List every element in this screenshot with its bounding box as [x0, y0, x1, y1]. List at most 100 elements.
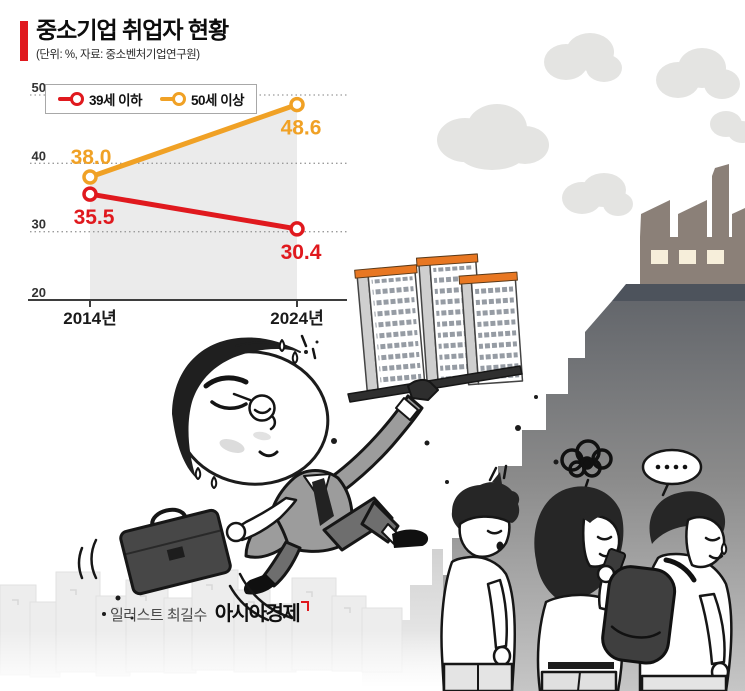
- y-tick-label: 40: [32, 148, 46, 163]
- hand-on-tray: [407, 378, 439, 401]
- data-point-marker: [82, 186, 98, 202]
- x-tick-label: 2014년: [63, 309, 116, 328]
- skyline-window-marks: [12, 584, 351, 613]
- cheek-shade: [219, 439, 245, 453]
- speech-bubble-tail: [661, 482, 670, 497]
- hand: [492, 645, 512, 667]
- data-point-marker: [82, 169, 98, 185]
- sweat-drop: [720, 542, 728, 555]
- closed-eye: [486, 529, 503, 535]
- stair-platform: [612, 284, 745, 301]
- legend-line-swatch: [58, 96, 75, 102]
- closed-eye: [704, 536, 721, 542]
- legend-marker-circle: [172, 92, 187, 106]
- cloud: [710, 111, 745, 143]
- hair-spike: [492, 472, 502, 484]
- stress-marks: [488, 464, 508, 482]
- motion-swoosh: [228, 572, 294, 622]
- legend-marker-circle: [70, 92, 84, 106]
- mouth: [708, 554, 724, 560]
- closed-eye-right: [253, 407, 272, 415]
- eyebrow: [203, 375, 249, 389]
- value-label: 30.4: [281, 241, 322, 264]
- legend-item: 39세 이하: [58, 89, 143, 109]
- x-tick-label: 2024년: [270, 309, 323, 328]
- raised-arm: [328, 394, 424, 494]
- header: 중소기업 취업자 현황 (단위: %, 자료: 중소벤처기업연구원): [20, 17, 229, 62]
- shaded-area: [90, 104, 297, 300]
- apartment-tower: [354, 264, 426, 392]
- shirt-cuff: [395, 397, 419, 421]
- cloud: [544, 33, 622, 82]
- y-tick-label: 50: [32, 80, 46, 95]
- mouth: [258, 450, 279, 458]
- chart-legend: 39세 이하 50세 이상: [45, 84, 258, 114]
- value-label: 48.6: [281, 117, 322, 140]
- sweat-drops: [194, 339, 299, 489]
- waistband: [548, 662, 614, 669]
- thought-scribble: [560, 439, 613, 491]
- employment-chart: 20 30 40 50 2014년 2024년 35.5 30.4 38.0 48.6: [28, 80, 347, 328]
- walking-people: [440, 439, 733, 691]
- tray: [347, 365, 523, 403]
- glasses-lens: [248, 394, 276, 422]
- skyline-fade: [0, 630, 470, 691]
- brand-logo: 아시아경제: [214, 603, 301, 625]
- y-tick-label: 30: [32, 217, 46, 232]
- cheek-shade: [253, 431, 271, 441]
- briefcase: [119, 507, 232, 596]
- comb-strand: [235, 341, 301, 353]
- backpack-strap: [663, 557, 697, 583]
- clouds: [437, 33, 745, 216]
- back-shoe: [243, 574, 276, 595]
- illustration-credit: 일러스트 최길수 아시아경제: [110, 597, 310, 626]
- value-label: 38.0: [71, 146, 112, 169]
- asiae-logo-mark: [301, 601, 310, 611]
- data-point-marker: [289, 221, 305, 237]
- legend-label: 39세 이하: [89, 93, 143, 108]
- cloud: [437, 104, 549, 170]
- businessman-illustration: [77, 253, 524, 622]
- hair: [172, 337, 300, 478]
- chart-unit-source: (단위: %, 자료: 중소벤처기업연구원): [36, 49, 200, 62]
- series-line: [87, 191, 300, 232]
- cloud: [656, 48, 740, 99]
- swing-marks: [77, 538, 98, 580]
- speech-bubble: [641, 448, 703, 486]
- legend-label: 50세 이상: [191, 93, 245, 108]
- speech-bubble-dots: [655, 464, 688, 470]
- hair: [649, 491, 726, 544]
- legend-item: 50세 이상: [160, 89, 245, 109]
- arm: [698, 592, 726, 666]
- pants: [640, 674, 728, 691]
- hair-fringe: [580, 509, 612, 523]
- legend-line-swatch: [160, 96, 178, 102]
- closed-eye: [596, 535, 613, 541]
- cloud: [562, 173, 633, 216]
- factory: [640, 164, 745, 286]
- sweat-fly-marks: [300, 334, 317, 360]
- title-accent-bar: [20, 21, 28, 61]
- backpack: [601, 565, 677, 665]
- factory-windows: [651, 250, 724, 264]
- value-label: 35.5: [74, 206, 115, 229]
- walking-person-1: [440, 464, 520, 691]
- apartment-tower: [458, 271, 524, 386]
- necktie: [312, 478, 334, 526]
- data-point-marker: [289, 96, 305, 113]
- arm: [486, 578, 508, 650]
- face: [685, 516, 726, 569]
- page-title: 중소기업 취업자 현황: [36, 17, 229, 43]
- walking-person-3: [601, 448, 733, 691]
- series-line: [87, 102, 300, 180]
- nose: [269, 414, 277, 431]
- front-shoe: [392, 529, 429, 548]
- credit-text: 일러스트 최길수: [110, 607, 207, 624]
- walking-person-2: [534, 439, 627, 691]
- y-tick-label: 20: [32, 285, 46, 300]
- mouth: [496, 541, 504, 551]
- closed-eye: [210, 400, 248, 410]
- fist: [225, 521, 247, 543]
